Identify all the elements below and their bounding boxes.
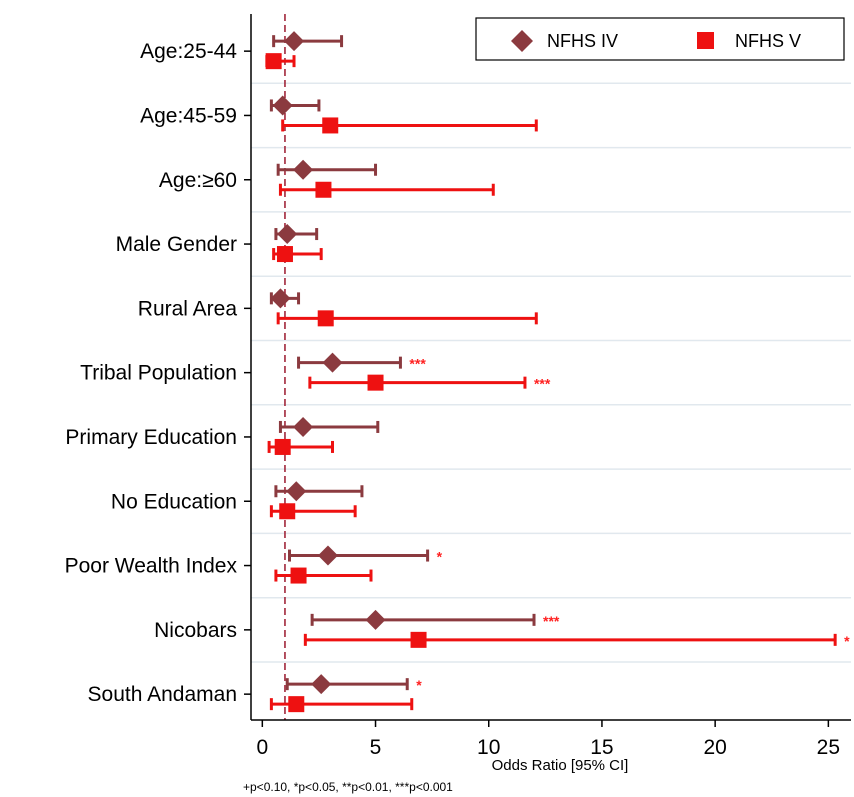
significance-marker: ***	[409, 356, 426, 372]
point-diamond	[365, 609, 386, 630]
legend-label: NFHS V	[735, 31, 801, 51]
point-diamond	[311, 674, 332, 695]
category-label: Rural Area	[138, 297, 238, 320]
point-diamond	[284, 31, 305, 52]
point-square	[322, 117, 339, 134]
point-square	[274, 438, 291, 455]
point-square	[288, 696, 305, 713]
legend-marker-square	[697, 32, 714, 49]
significance-marker: *	[437, 549, 443, 565]
category-label: Poor Wealth Index	[65, 555, 238, 578]
significance-marker: *	[416, 677, 422, 693]
legend-marker-diamond	[511, 30, 533, 52]
grid-lines	[251, 82, 851, 663]
point-diamond	[277, 224, 298, 245]
x-tick-label: 0	[256, 736, 268, 759]
point-square	[367, 374, 384, 391]
legend-box	[475, 17, 845, 61]
x-tick-label: 15	[590, 736, 613, 759]
point-square	[315, 181, 332, 198]
point-square	[410, 631, 427, 648]
category-label: No Education	[111, 490, 237, 513]
legend-label: NFHS IV	[547, 31, 618, 51]
category-label: Primary Education	[65, 426, 237, 449]
series-group: ************	[265, 31, 850, 713]
category-label: Tribal Population	[80, 362, 237, 385]
significance-footnote: +p<0.10, *p<0.05, **p<0.01, ***p<0.001	[243, 780, 453, 794]
point-square	[276, 246, 293, 263]
category-label: Age:≥60	[159, 169, 237, 192]
point-square	[317, 310, 334, 327]
x-tick-label: 5	[370, 736, 382, 759]
x-tick-label: 20	[703, 736, 726, 759]
category-label: Male Gender	[116, 233, 237, 256]
x-tick-label: 10	[477, 736, 500, 759]
category-label: Nicobars	[154, 619, 237, 642]
point-square	[290, 567, 307, 584]
point-diamond	[293, 416, 314, 437]
point-diamond	[272, 95, 293, 116]
x-axis-label: Odds Ratio [95% CI]	[492, 757, 629, 774]
category-label: Age:45-59	[140, 104, 237, 127]
x-tick-label: 25	[817, 736, 840, 759]
point-diamond	[270, 288, 291, 309]
point-diamond	[293, 159, 314, 180]
point-diamond	[317, 545, 338, 566]
category-label: South Andaman	[88, 683, 237, 706]
significance-marker: *	[844, 633, 850, 649]
legend: NFHS IV NFHS V	[475, 17, 845, 61]
point-square	[279, 503, 296, 520]
point-diamond	[322, 352, 343, 373]
axes: Age:25-44 Age:45-59 Age:≥60 Male Gender Rura…	[65, 14, 851, 759]
significance-marker: ***	[534, 376, 551, 392]
category-label: Age:25-44	[140, 40, 237, 63]
point-square	[265, 53, 282, 70]
significance-marker: ***	[543, 613, 560, 629]
point-diamond	[286, 481, 307, 502]
